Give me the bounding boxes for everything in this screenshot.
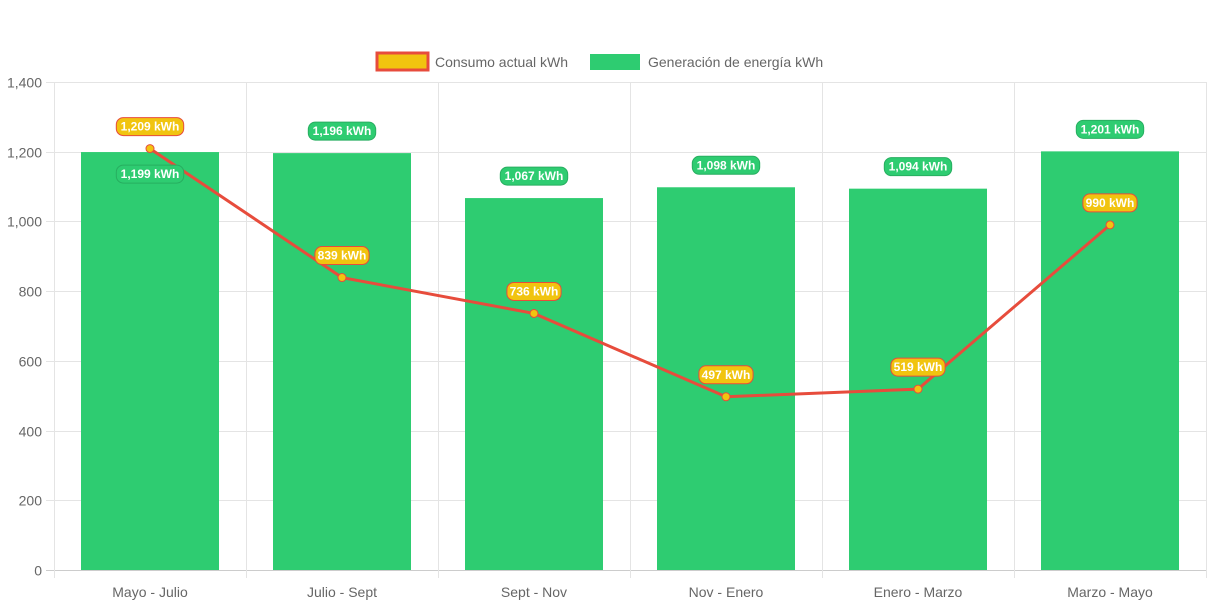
bars bbox=[81, 151, 1179, 571]
line-data-label: 1,209 kWh bbox=[121, 120, 180, 134]
bar-generacion bbox=[81, 152, 219, 570]
y-tick-label: 200 bbox=[19, 493, 43, 509]
bar-generacion bbox=[849, 188, 987, 571]
bar-data-label: 1,196 kWh bbox=[313, 124, 372, 138]
line-point-consumo bbox=[1105, 220, 1115, 230]
line-data-label-bg bbox=[1082, 193, 1138, 213]
bar-data-label-bg bbox=[307, 121, 377, 141]
line-data-label: 990 kWh bbox=[1086, 196, 1135, 210]
bar-data-label-bg bbox=[115, 164, 185, 184]
y-tick-label: 800 bbox=[19, 284, 43, 300]
x-tick-label: Julio - Sept bbox=[307, 584, 377, 600]
bar-data-label-bg bbox=[883, 157, 953, 177]
bar-data-label: 1,098 kWh bbox=[697, 158, 756, 172]
data-labels: 1,199 kWh 1,196 kWh 1,067 kWh 1,098 kWh 1,09… bbox=[115, 117, 1145, 385]
y-tick-label: 1,000 bbox=[7, 214, 42, 230]
line-data-label-bg bbox=[115, 117, 185, 137]
x-tick-label: Marzo - Mayo bbox=[1067, 584, 1153, 600]
bar-generacion bbox=[273, 153, 411, 570]
line-data-label: 736 kWh bbox=[510, 284, 559, 298]
bar-data-label: 1,067 kWh bbox=[505, 169, 564, 183]
legend-swatch-consumo[interactable] bbox=[375, 51, 430, 72]
grid: 0 200 400 600 800 1,000 1,200 1,400 Mayo - Julio… bbox=[7, 75, 1207, 600]
line-data-label-bg bbox=[506, 281, 562, 301]
line-data-label-bg bbox=[698, 365, 754, 385]
line-point-consumo bbox=[721, 392, 731, 402]
x-tick-label: Nov - Enero bbox=[689, 584, 764, 600]
y-tick-label: 0 bbox=[34, 563, 42, 579]
legend-label-generacion[interactable]: Generación de energía kWh bbox=[648, 54, 823, 70]
line-data-label: 839 kWh bbox=[318, 249, 367, 263]
line-point-consumo bbox=[529, 308, 539, 318]
y-tick-label: 1,400 bbox=[7, 75, 42, 91]
legend-swatch-generacion[interactable] bbox=[590, 54, 640, 70]
y-tick-label: 600 bbox=[19, 354, 43, 370]
line-consumo bbox=[149, 147, 1111, 399]
line-data-label: 497 kWh bbox=[702, 368, 751, 382]
bar-data-label-bg bbox=[499, 166, 569, 186]
bar-data-label: 1,199 kWh bbox=[121, 167, 180, 181]
y-tick-label: 400 bbox=[19, 424, 43, 440]
bar-generacion bbox=[1041, 151, 1179, 570]
bar-data-label-bg bbox=[691, 155, 761, 175]
line-series bbox=[145, 144, 1115, 402]
line-data-label: 519 kWh bbox=[894, 360, 943, 374]
legend-label-consumo[interactable]: Consumo actual kWh bbox=[435, 54, 568, 70]
line-point-consumo bbox=[337, 273, 347, 283]
bar-data-label-bg bbox=[1075, 119, 1145, 139]
x-tick-label: Sept - Nov bbox=[501, 584, 567, 600]
x-tick-label: Mayo - Julio bbox=[112, 584, 188, 600]
line-data-label-bg bbox=[890, 357, 946, 377]
x-tick-label: Enero - Marzo bbox=[874, 584, 963, 600]
line-data-label-bg bbox=[314, 246, 370, 266]
y-tick-label: 1,200 bbox=[7, 145, 42, 161]
legend[interactable]: Consumo actual kWh Generación de energía… bbox=[375, 51, 823, 72]
line-point-consumo bbox=[913, 384, 923, 394]
line-point-consumo bbox=[145, 144, 155, 154]
bar-generacion bbox=[465, 198, 603, 570]
bar-data-label: 1,201 kWh bbox=[1081, 122, 1140, 136]
bar-data-label: 1,094 kWh bbox=[889, 160, 948, 174]
